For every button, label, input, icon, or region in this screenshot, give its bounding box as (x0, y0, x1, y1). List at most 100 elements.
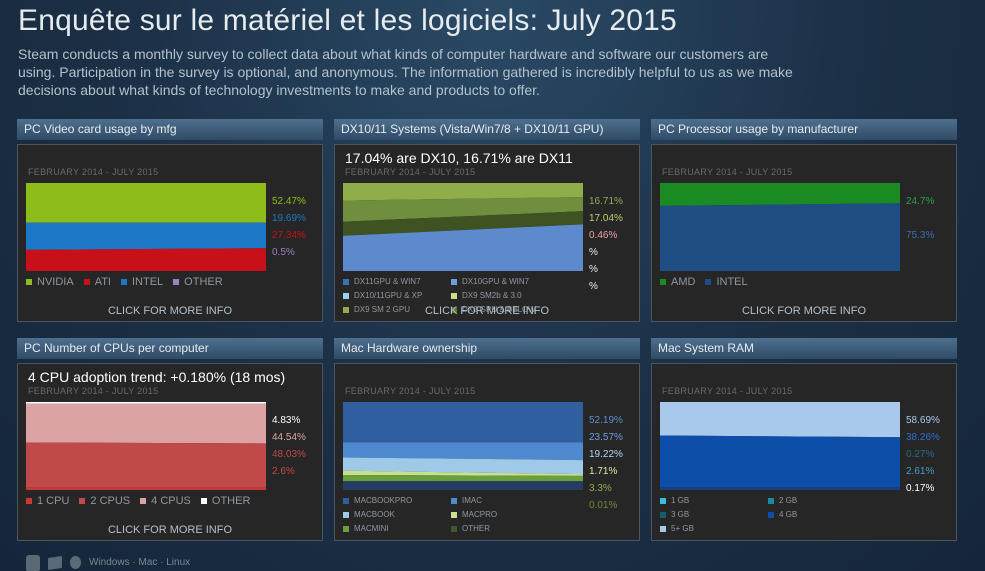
legend-item: 1 GB (660, 494, 758, 508)
legend-label: INTEL (716, 276, 748, 288)
legend-label: DX9 SM2b & 3.0 (462, 291, 522, 300)
legend-item: 4 GB (768, 508, 866, 522)
stacked-area-chart (343, 183, 583, 271)
legend-swatch (660, 279, 666, 285)
panel-video-card[interactable]: PC Video card usage by mfg FEBRUARY 2014… (17, 119, 323, 322)
legend-swatch (451, 279, 457, 285)
legend-item: MACMINI (343, 522, 441, 536)
legend-swatch (120, 279, 127, 285)
area-band-2 (660, 435, 900, 488)
panel-dx10-11[interactable]: DX10/11 Systems (Vista/Win7/8 + DX10/11 … (334, 119, 640, 322)
percent-value: 19.22% (589, 449, 623, 460)
legend-swatch (343, 498, 349, 504)
chart-svg (343, 183, 583, 271)
percent-list: 24.7% 75.3% (906, 193, 956, 244)
chart-svg (660, 402, 900, 490)
percent-value: 2.6% (272, 466, 295, 477)
area-band-4 (26, 487, 266, 490)
legend-item: DX10GPU & WIN7 (451, 275, 549, 289)
legend-label: 4 GB (779, 510, 798, 519)
legend-item: MACBOOKPRO (343, 494, 441, 508)
percent-value: 24.7% (906, 196, 935, 207)
legend-swatch (343, 512, 349, 518)
panel-title: PC Number of CPUs per computer (17, 338, 323, 359)
area-band-2 (660, 203, 900, 271)
date-range: FEBRUARY 2014 - JULY 2015 (662, 386, 793, 396)
legend-item: 3 GB (660, 508, 758, 522)
legend-swatch (768, 498, 774, 504)
legend-item: NVIDIA (26, 275, 74, 289)
more-info-link[interactable]: CLICK FOR MORE INFO (107, 524, 233, 536)
legend-swatch (768, 512, 774, 518)
percent-value: 0.5% (272, 247, 295, 258)
more-info-link[interactable]: CLICK FOR MORE INFO (741, 305, 867, 317)
panel-title: DX10/11 Systems (Vista/Win7/8 + DX10/11 … (334, 119, 640, 140)
more-info-link[interactable]: CLICK FOR MORE INFO (107, 305, 233, 317)
legend-swatch (451, 512, 457, 518)
area-band-3 (660, 487, 900, 490)
area-band-6 (343, 481, 583, 490)
legend-label: 3 GB (671, 510, 690, 519)
percent-value: 23.57% (589, 432, 623, 443)
area-band-3 (343, 457, 583, 475)
apple-icon[interactable] (70, 556, 81, 569)
percent-value: % (589, 247, 598, 258)
panel-title: Mac Hardware ownership (334, 338, 640, 359)
windows-icon[interactable] (48, 555, 62, 570)
percent-value: 19.69% (272, 213, 306, 224)
percent-list: 52.47% 19.69% 27.34% 0.5% (272, 193, 322, 261)
trend-headline: 17.04% are DX10, 16.71% are DX11 (345, 150, 573, 166)
percent-value: % (589, 264, 598, 275)
percent-value: 52.47% (272, 196, 306, 207)
legend-label: ATI (94, 276, 111, 288)
legend-label: MACMINI (354, 524, 389, 533)
legend-item: INTEL (705, 275, 748, 289)
legend-swatch (660, 526, 666, 532)
panel-title: PC Video card usage by mfg (17, 119, 323, 140)
legend-label: DX11GPU & WIN7 (354, 277, 421, 286)
chart-svg (343, 402, 583, 490)
legend-item: OTHER (451, 522, 549, 536)
area-band-1 (26, 402, 266, 404)
legend-label: 1 GB (671, 496, 690, 505)
legend-label: 4 CPUS (151, 495, 191, 507)
percent-value: 75.3% (906, 230, 935, 241)
legend-item: DX11GPU & WIN7 (343, 275, 441, 289)
legend-item: DX9 SM 2 GPU (343, 303, 441, 317)
legend-label: 2 CPUS (90, 495, 131, 507)
area-band-2 (26, 222, 266, 250)
legend-swatch (343, 279, 349, 285)
percent-value: 4.83% (272, 415, 301, 426)
percent-value: 58.69% (906, 415, 940, 426)
legend-label: MACBOOK (354, 510, 395, 519)
stacked-area-chart (660, 402, 900, 490)
percent-list: 16.71% 17.04% 0.46%%%% (589, 193, 639, 295)
area-band-2 (343, 442, 583, 461)
percent-value: 1.71% (589, 466, 618, 477)
date-range: FEBRUARY 2014 - JULY 2015 (28, 167, 159, 177)
legend-label: AMD (671, 276, 696, 288)
panel-body: 4 CPU adoption trend: +0.180% (18 mos) F… (17, 363, 323, 541)
panel-processor[interactable]: PC Processor usage by manufacturer FEBRU… (651, 119, 957, 322)
linux-icon[interactable] (26, 554, 40, 571)
chart-legend: DX11GPU & WIN7 DX10GPU & WIN7 DX10/11GPU &… (343, 275, 639, 317)
trend-headline: 4 CPU adoption trend: +0.180% (18 mos) (28, 369, 286, 385)
more-info-link[interactable]: CLICK FOR MORE INFO (424, 305, 550, 317)
legend-swatch (26, 279, 32, 285)
chart-svg (660, 183, 900, 271)
legend-item: 2 GB (768, 494, 866, 508)
legend-swatch (173, 279, 180, 285)
panel-mac-hardware[interactable]: Mac Hardware ownership FEBRUARY 2014 - J… (334, 338, 640, 541)
panel-cpu-count[interactable]: PC Number of CPUs per computer 4 CPU ado… (17, 338, 323, 541)
area-band-1 (343, 183, 583, 201)
stacked-area-chart (26, 183, 266, 271)
panel-mac-ram[interactable]: Mac System RAM FEBRUARY 2014 - JULY 2015… (651, 338, 957, 541)
legend-swatch (705, 279, 712, 285)
legend-item: AMD (660, 275, 695, 289)
legend-label: INTEL (131, 276, 164, 288)
panel-body: FEBRUARY 2014 - JULY 2015 52.19% 23.57% 19… (334, 363, 640, 541)
percent-list: 52.19% 23.57% 19.22% 1.71% 3.3% 0.01% (589, 412, 639, 514)
chart-legend: MACBOOKPRO IMAC MACBOOK MACPRO MACMINI OTHER (343, 494, 639, 536)
legend-item: 2 CPUS (79, 494, 130, 508)
legend-label: 5+ GB (671, 524, 694, 533)
